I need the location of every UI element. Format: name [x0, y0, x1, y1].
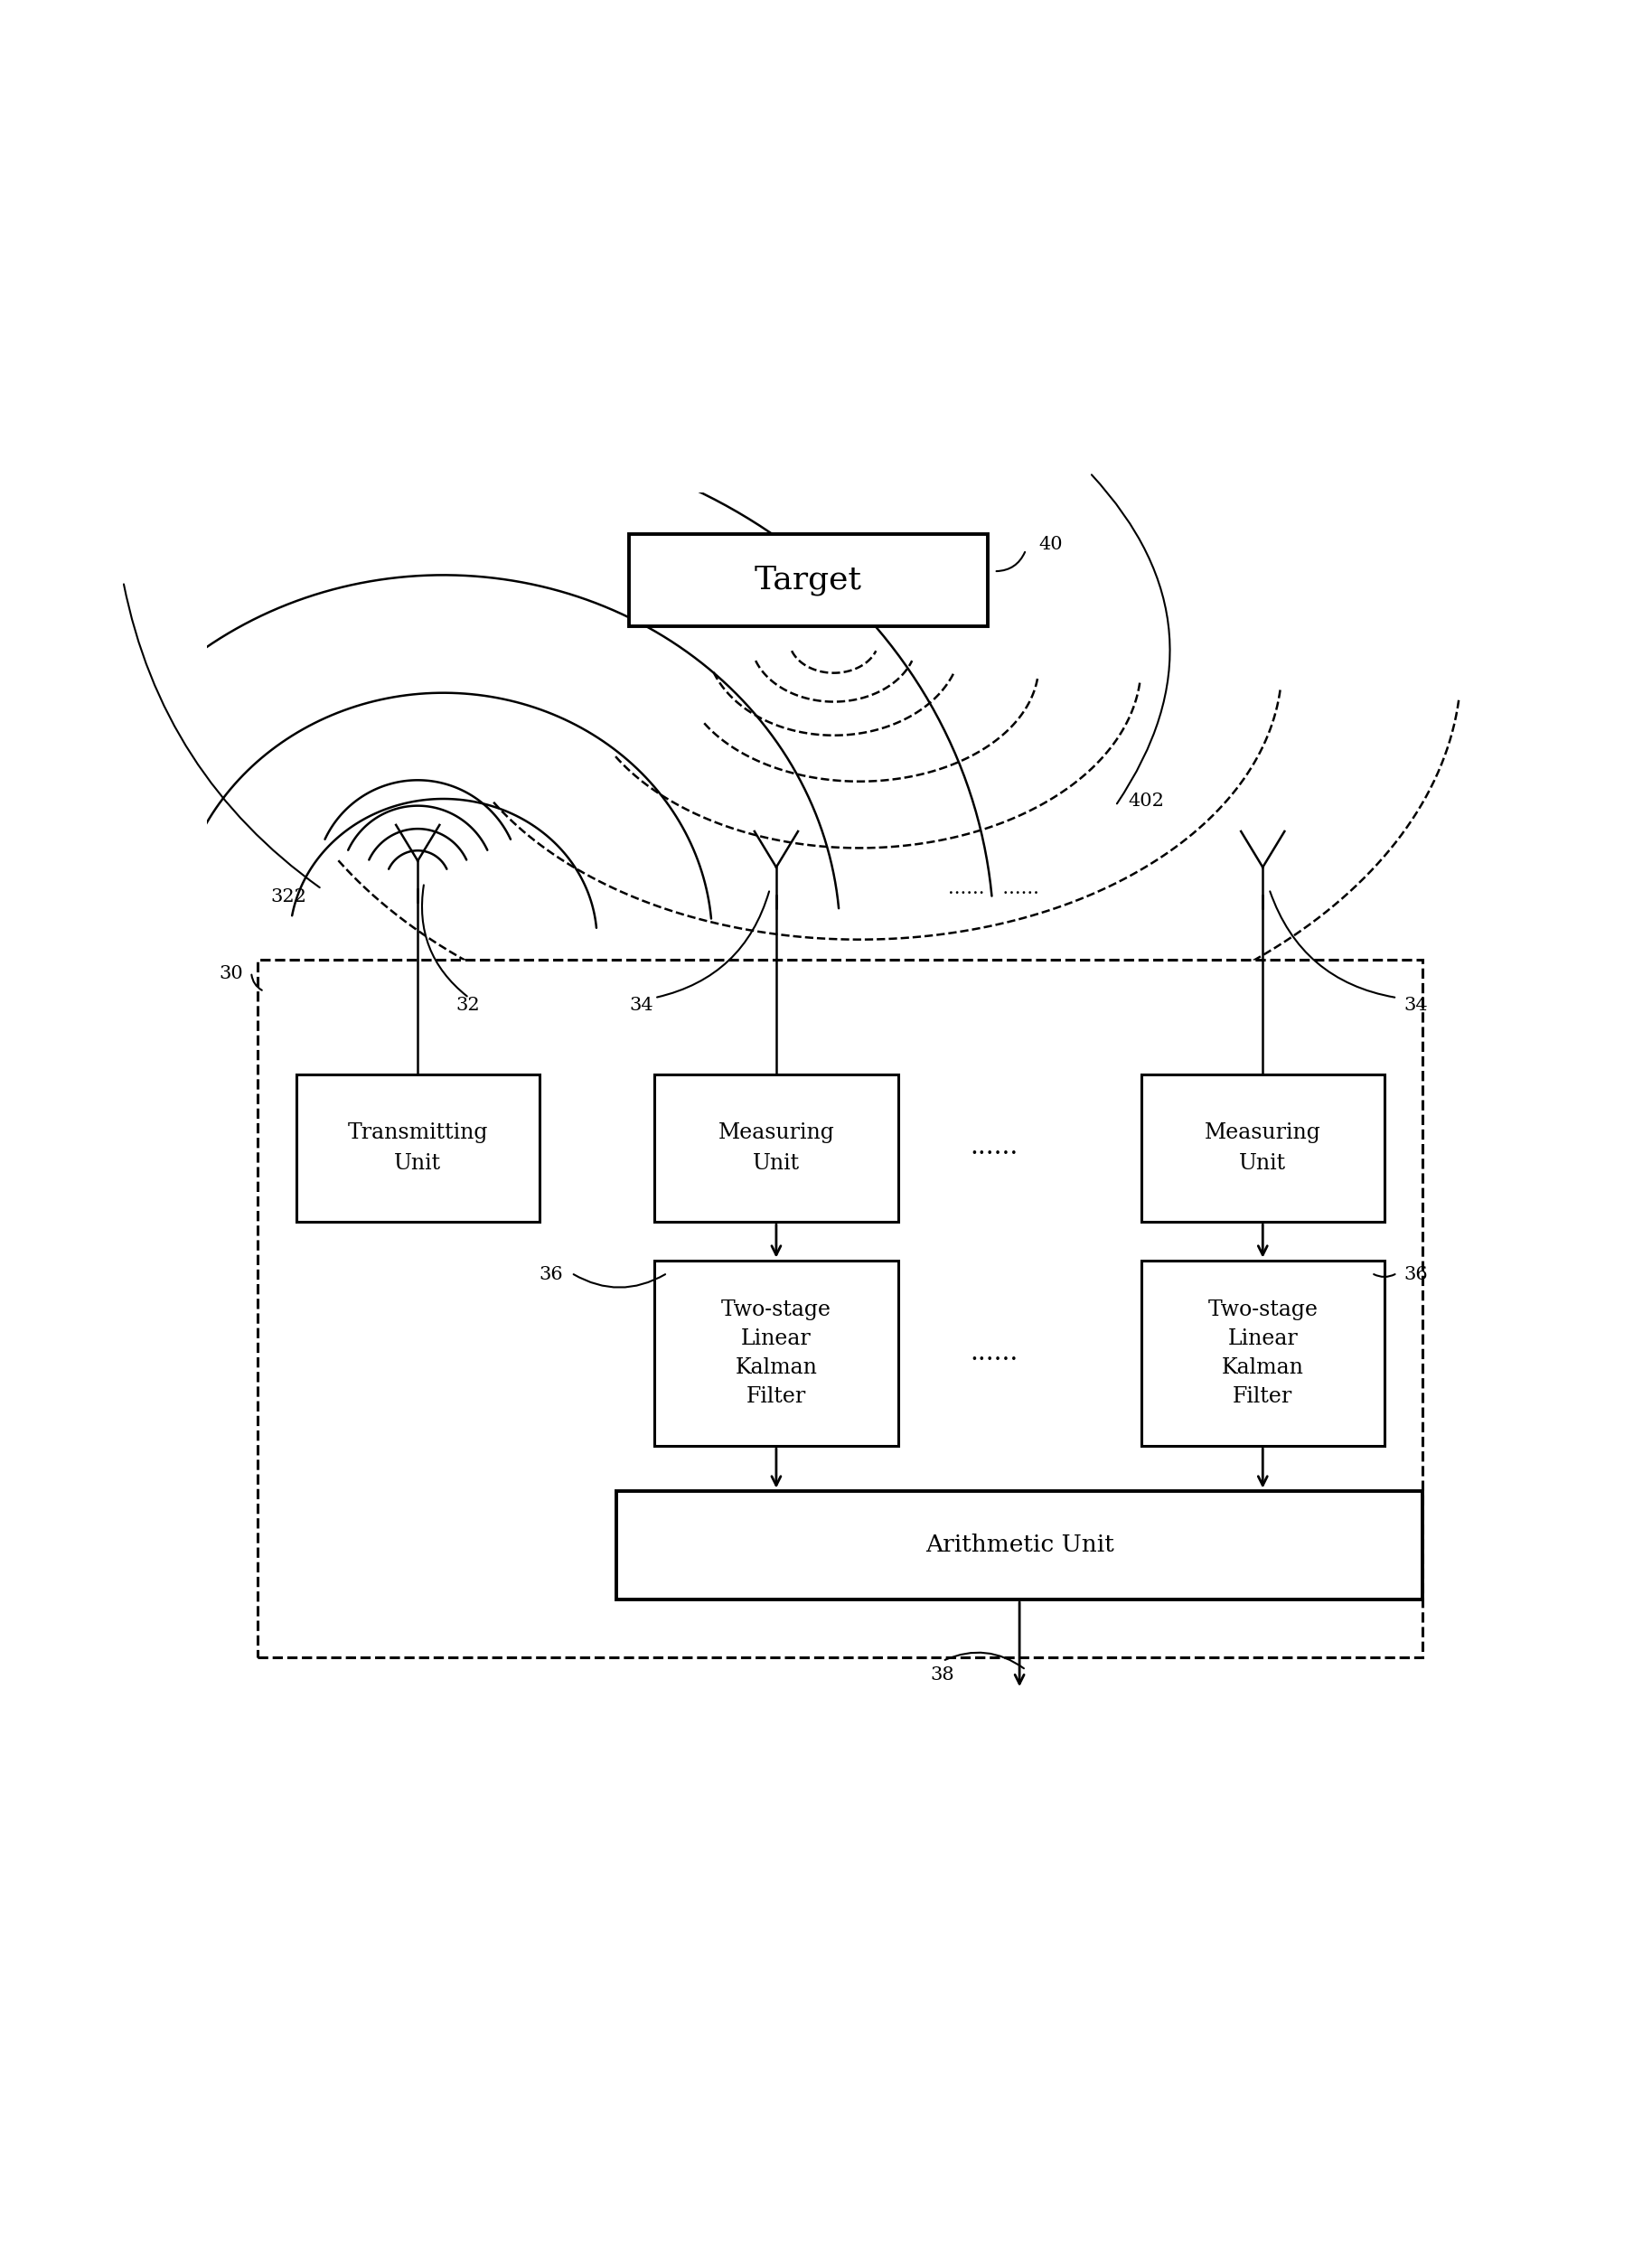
Text: 322: 322 — [271, 888, 307, 906]
Text: ......: ...... — [970, 1134, 1018, 1159]
Text: ......: ...... — [970, 1341, 1018, 1365]
Text: 34: 34 — [1404, 998, 1427, 1013]
FancyBboxPatch shape — [616, 1491, 1422, 1599]
Text: Two-stage
Linear
Kalman
Filter: Two-stage Linear Kalman Filter — [1208, 1300, 1318, 1406]
Text: Arithmetic Unit: Arithmetic Unit — [925, 1534, 1113, 1556]
Text: 34: 34 — [629, 998, 653, 1013]
FancyBboxPatch shape — [1142, 1074, 1384, 1222]
Text: Target: Target — [755, 565, 862, 596]
Text: ......   ......: ...... ...... — [948, 881, 1039, 897]
Text: 40: 40 — [1039, 536, 1062, 554]
Text: Measuring
Unit: Measuring Unit — [1204, 1123, 1322, 1175]
FancyBboxPatch shape — [258, 960, 1422, 1657]
Text: 30: 30 — [220, 964, 243, 982]
FancyBboxPatch shape — [296, 1074, 540, 1222]
Text: Transmitting
Unit: Transmitting Unit — [347, 1123, 487, 1175]
Text: Two-stage
Linear
Kalman
Filter: Two-stage Linear Kalman Filter — [722, 1300, 831, 1406]
Text: Measuring
Unit: Measuring Unit — [719, 1123, 834, 1175]
Text: 36: 36 — [1404, 1267, 1427, 1282]
FancyBboxPatch shape — [654, 1260, 899, 1446]
Text: 32: 32 — [456, 998, 481, 1013]
FancyBboxPatch shape — [629, 534, 988, 626]
Text: 36: 36 — [540, 1267, 563, 1282]
Text: 38: 38 — [930, 1666, 953, 1684]
FancyBboxPatch shape — [654, 1074, 899, 1222]
Text: 402: 402 — [1128, 791, 1165, 809]
FancyBboxPatch shape — [1142, 1260, 1384, 1446]
